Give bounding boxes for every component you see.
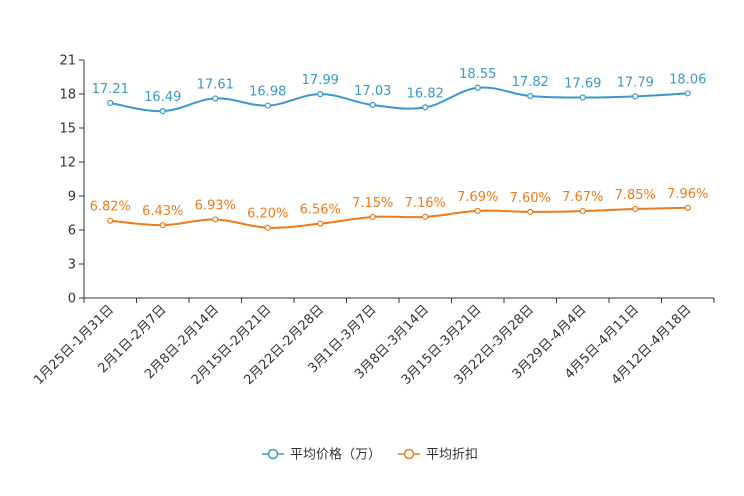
data-point-1 [632, 205, 639, 213]
y-tick-label: 0 [68, 292, 76, 307]
data-point-1 [369, 213, 376, 221]
data-point-1 [684, 204, 691, 211]
data-point-0 [527, 92, 534, 100]
data-label-1: 6.56% [300, 203, 341, 218]
data-point-1 [527, 208, 534, 215]
data-label-1: 7.85% [615, 188, 656, 203]
data-point-1 [474, 207, 481, 214]
data-label-1: 6.93% [195, 198, 236, 213]
data-point-1 [264, 224, 271, 231]
data-label-0: 18.55 [459, 67, 496, 82]
data-point-0 [632, 93, 639, 100]
data-label-0: 17.82 [512, 75, 549, 90]
y-tick-label: 15 [59, 122, 76, 137]
data-label-0: 17.61 [197, 77, 234, 92]
data-point-0 [579, 94, 586, 101]
data-label-1: 7.67% [562, 190, 603, 205]
data-point-1 [579, 207, 586, 215]
data-label-1: 6.43% [142, 204, 183, 219]
data-point-0 [264, 102, 271, 109]
data-point-1 [159, 222, 166, 229]
data-point-1 [422, 213, 429, 220]
y-tick-label: 6 [68, 224, 76, 239]
data-label-1: 7.96% [667, 187, 708, 202]
data-point-1 [212, 216, 219, 223]
y-tick-label: 12 [59, 156, 76, 171]
legend-label-1: 平均折扣 [426, 448, 478, 463]
data-label-1: 6.20% [247, 207, 288, 222]
y-tick-label: 21 [59, 54, 76, 69]
data-point-1 [107, 217, 114, 224]
data-label-0: 17.79 [617, 75, 654, 90]
data-label-0: 16.82 [407, 86, 444, 101]
data-point-0 [474, 84, 481, 91]
series-line-1 [110, 206, 688, 229]
y-tick-label: 3 [68, 258, 76, 273]
data-point-0 [159, 108, 166, 115]
data-label-0: 18.06 [669, 72, 706, 87]
legend-marker-1 [403, 448, 415, 460]
data-label-0: 17.21 [92, 82, 129, 97]
data-label-0: 17.03 [354, 84, 391, 99]
data-point-0 [422, 104, 429, 111]
data-label-1: 7.16% [405, 196, 446, 211]
series-line-0 [110, 86, 688, 113]
data-point-0 [684, 90, 691, 97]
data-label-0: 17.99 [302, 73, 339, 88]
data-point-0 [317, 91, 324, 98]
data-label-1: 7.15% [352, 196, 393, 211]
legend-marker-0 [267, 448, 279, 460]
y-tick-label: 18 [59, 88, 76, 103]
data-label-0: 16.49 [144, 90, 181, 105]
data-label-0: 16.98 [249, 85, 286, 100]
legend-label-0: 平均价格（万） [290, 447, 381, 463]
data-point-0 [107, 99, 114, 107]
data-point-1 [317, 220, 324, 227]
data-label-0: 17.69 [564, 77, 601, 92]
data-point-0 [212, 95, 219, 102]
data-label-1: 6.82% [90, 200, 131, 215]
data-label-1: 7.60% [510, 191, 551, 206]
data-label-1: 7.69% [457, 190, 498, 205]
y-tick-label: 9 [68, 190, 76, 205]
data-point-0 [369, 101, 376, 109]
